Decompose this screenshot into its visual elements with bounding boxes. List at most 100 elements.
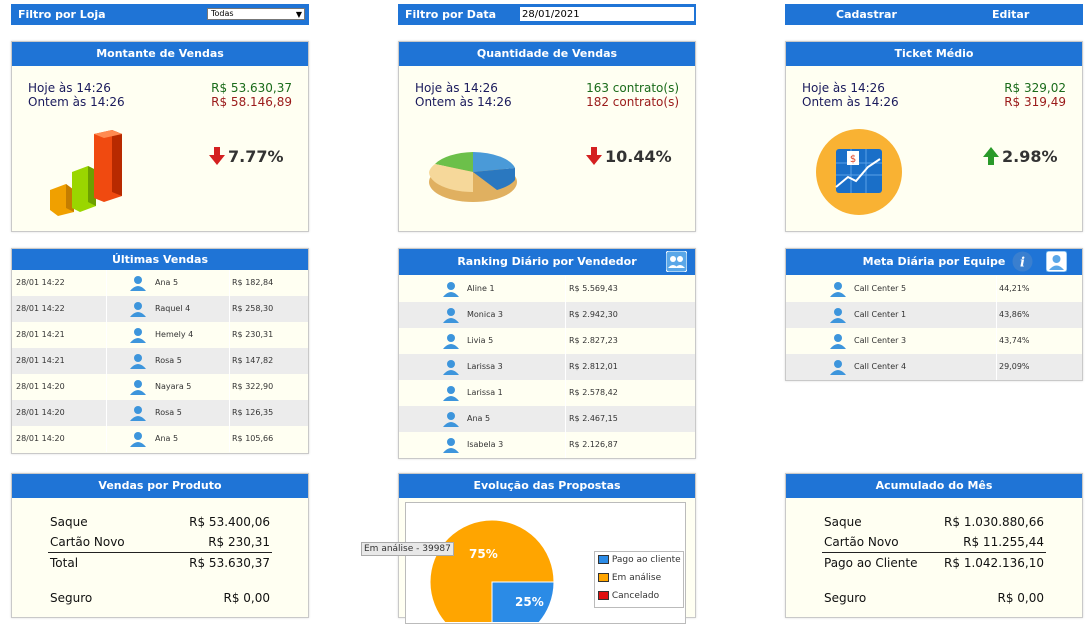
- bar-chart-3d-icon: [50, 130, 122, 216]
- user-icon: [830, 282, 846, 297]
- seller-total: R$ 2.942,30: [569, 310, 618, 319]
- team-name: Call Center 3: [854, 336, 907, 345]
- info-icon[interactable]: i: [1012, 251, 1033, 272]
- user-icon: [443, 282, 459, 297]
- seller-name: Monica 3: [467, 310, 504, 319]
- yesterday-value: 182 contrato(s): [586, 95, 679, 109]
- seller-name: Ana 5: [467, 414, 491, 423]
- sale-time: 28/01 14:21: [16, 330, 65, 339]
- sale-value: R$ 258,30: [232, 304, 274, 313]
- month-row-label: Saque: [824, 515, 862, 529]
- team-percent: 29,09%: [999, 362, 1030, 371]
- ranking-title: Ranking Diário por Vendedor: [399, 249, 695, 275]
- seller-name: Ana 5: [155, 434, 179, 443]
- yesterday-value: R$ 319,49: [1004, 95, 1066, 109]
- slice-label-paid: 25%: [515, 595, 544, 609]
- team-goal-panel: Meta Diária por Equipe i Call Center 5 44…: [785, 248, 1083, 381]
- sale-value: R$ 126,35: [232, 408, 274, 417]
- ranking-row[interactable]: Monica 3 R$ 2.942,30: [399, 302, 695, 328]
- user-profile-icon[interactable]: [1046, 251, 1067, 272]
- last-sale-row[interactable]: 28/01 14:21 Hemely 4 R$ 230,31: [12, 322, 308, 348]
- legend-swatch-paid: [598, 555, 609, 564]
- ranking-row[interactable]: Larissa 1 R$ 2.578,42: [399, 380, 695, 406]
- sale-value: R$ 182,84: [232, 278, 274, 287]
- date-filter-label: Filtro por Data: [405, 8, 497, 21]
- today-value: R$ 329,02: [1004, 81, 1066, 95]
- user-icon: [130, 276, 146, 291]
- chart-tooltip: Em análise - 39987: [361, 542, 454, 556]
- proposals-pie-chart: 75% 25%: [429, 519, 555, 622]
- pie-slice-paid[interactable]: [491, 581, 555, 622]
- ranking-row[interactable]: Livia 5 R$ 2.827,23: [399, 328, 695, 354]
- sale-time: 28/01 14:20: [16, 382, 65, 391]
- month-total-panel: Acumulado do Mês Saque R$ 1.030.880,66 C…: [785, 473, 1083, 618]
- ranking-row[interactable]: Larissa 3 R$ 2.812,01: [399, 354, 695, 380]
- last-sale-row[interactable]: 28/01 14:20 Ana 5 R$ 105,66: [12, 426, 308, 452]
- last-sale-row[interactable]: 28/01 14:22 Raquel 4 R$ 258,30: [12, 296, 308, 322]
- yesterday-label: Ontem às 14:26: [28, 95, 125, 109]
- column-divider: [106, 400, 107, 426]
- team-goal-row[interactable]: Call Center 5 44,21%: [786, 276, 1082, 302]
- ranking-row[interactable]: Aline 1 R$ 5.569,43: [399, 276, 695, 302]
- last-sale-row[interactable]: 28/01 14:20 Nayara 5 R$ 322,90: [12, 374, 308, 400]
- seller-name: Hemely 4: [155, 330, 194, 339]
- today-value: R$ 53.630,37: [211, 81, 292, 95]
- sale-value: R$ 147,82: [232, 356, 274, 365]
- column-divider: [229, 270, 230, 296]
- last-sale-row[interactable]: 28/01 14:20 Rosa 5 R$ 126,35: [12, 400, 308, 426]
- today-label: Hoje às 14:26: [28, 81, 111, 95]
- team-name: Call Center 4: [854, 362, 907, 371]
- seller-name: Nayara 5: [155, 382, 192, 391]
- date-filter-bar: Filtro por Data 28/01/2021: [398, 4, 696, 25]
- product-row-label: Cartão Novo: [50, 535, 125, 549]
- total-divider: [822, 552, 1046, 553]
- column-divider: [565, 406, 566, 432]
- team-goal-row[interactable]: Call Center 4 29,09%: [786, 354, 1082, 380]
- product-row-value: R$ 53.400,06: [189, 515, 270, 529]
- user-icon: [130, 432, 146, 447]
- store-filter-bar: Filtro por Loja Todas ▼: [11, 4, 309, 25]
- date-input[interactable]: 28/01/2021: [520, 7, 694, 23]
- ranking-row[interactable]: Isabela 3 R$ 2.126,87: [399, 432, 695, 458]
- seller-total: R$ 2.126,87: [569, 440, 618, 449]
- last-sale-row[interactable]: 28/01 14:22 Ana 5 R$ 182,84: [12, 270, 308, 296]
- seller-total: R$ 2.812,01: [569, 362, 618, 371]
- seller-name: Isabela 3: [467, 440, 504, 449]
- user-icon: [830, 360, 846, 375]
- seller-total: R$ 2.578,42: [569, 388, 618, 397]
- user-icon: [443, 412, 459, 427]
- column-divider: [565, 302, 566, 328]
- user-icon: [830, 334, 846, 349]
- user-icon: [130, 406, 146, 421]
- pie-slice-analysis[interactable]: [429, 519, 555, 622]
- seller-total: R$ 2.467,15: [569, 414, 618, 423]
- arrow-down-icon: [209, 147, 225, 165]
- user-icon: [130, 328, 146, 343]
- column-divider: [229, 322, 230, 348]
- last-sale-row[interactable]: 28/01 14:21 Rosa 5 R$ 147,82: [12, 348, 308, 374]
- team-goal-row[interactable]: Call Center 1 43,86%: [786, 302, 1082, 328]
- user-icon: [443, 308, 459, 323]
- column-divider: [565, 380, 566, 406]
- column-divider: [996, 276, 997, 302]
- legend-label: Pago ao cliente: [611, 555, 681, 565]
- register-button[interactable]: Cadastrar: [836, 8, 897, 21]
- column-divider: [106, 296, 107, 322]
- sale-time: 28/01 14:22: [16, 304, 65, 313]
- ranking-row[interactable]: Ana 5 R$ 2.467,15: [399, 406, 695, 432]
- team-percent: 44,21%: [999, 284, 1030, 293]
- insurance-label: Seguro: [824, 591, 867, 605]
- column-divider: [229, 374, 230, 400]
- sale-time: 28/01 14:20: [16, 434, 65, 443]
- store-select[interactable]: Todas ▼: [207, 8, 305, 20]
- sale-time: 28/01 14:21: [16, 356, 65, 365]
- team-goal-row[interactable]: Call Center 3 43,74%: [786, 328, 1082, 354]
- sale-value: R$ 322,90: [232, 382, 274, 391]
- proposals-panel: Evolução das Propostas 75% 25% Pago ao cl…: [398, 473, 696, 624]
- legend-item: Pago ao cliente: [598, 555, 681, 565]
- edit-button[interactable]: Editar: [992, 8, 1030, 21]
- team-users-icon[interactable]: [666, 251, 687, 272]
- column-divider: [565, 432, 566, 458]
- growth-chart-icon: $: [816, 129, 902, 215]
- column-divider: [996, 328, 997, 354]
